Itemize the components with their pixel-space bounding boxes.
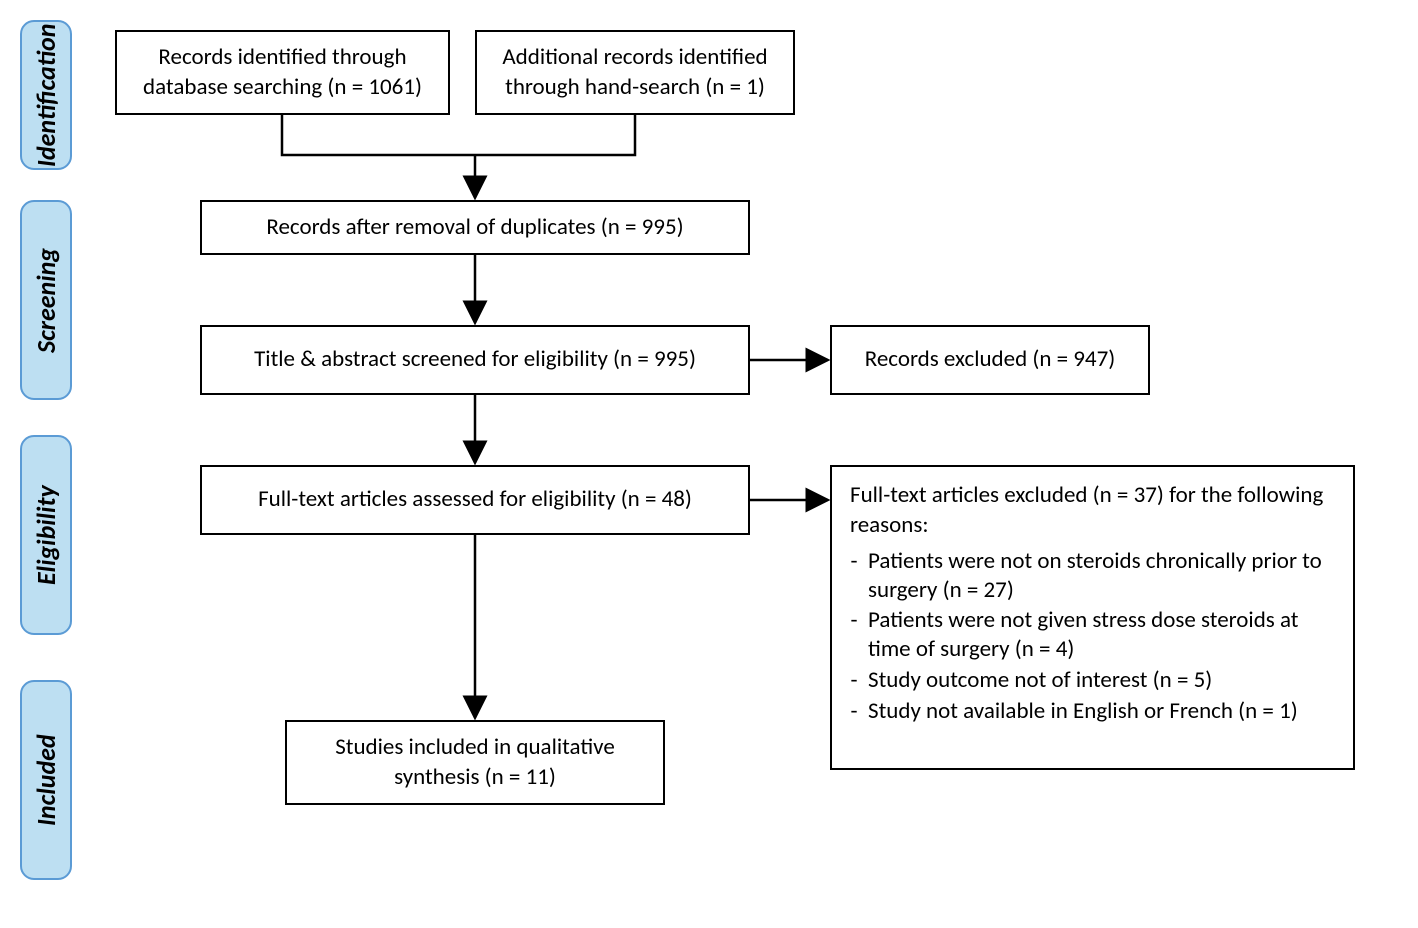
arrow xyxy=(282,115,475,155)
box-text: Records excluded (n = 947) xyxy=(865,345,1115,375)
box-text: Full-text articles assessed for eligibil… xyxy=(258,485,692,515)
arrow xyxy=(475,115,635,155)
stage-label-text: Included xyxy=(30,734,62,826)
stage-label-text: Eligibility xyxy=(30,485,62,585)
box-fulltext-excluded: Full-text articles excluded (n = 37) for… xyxy=(830,465,1355,770)
box-text: Records identified through database sear… xyxy=(131,43,434,103)
box-hand-search: Additional records identified through ha… xyxy=(475,30,795,115)
box-db-search: Records identified through database sear… xyxy=(115,30,450,115)
box-text: Studies included in qualitative synthesi… xyxy=(301,733,649,793)
box-text: Records after removal of duplicates (n =… xyxy=(266,213,683,243)
stage-screening: Screening xyxy=(20,200,72,400)
prisma-flowchart: Identification Screening Eligibility Inc… xyxy=(20,20,1398,908)
box-fulltext-assessed: Full-text articles assessed for eligibil… xyxy=(200,465,750,535)
exclusion-reason: Study outcome not of interest (n = 5) xyxy=(868,666,1335,695)
box-records-excluded: Records excluded (n = 947) xyxy=(830,325,1150,395)
stage-included: Included xyxy=(20,680,72,880)
box-included-studies: Studies included in qualitative synthesi… xyxy=(285,720,665,805)
box-text: Title & abstract screened for eligibilit… xyxy=(254,345,696,375)
box-after-dedup: Records after removal of duplicates (n =… xyxy=(200,200,750,255)
box-title-abstract: Title & abstract screened for eligibilit… xyxy=(200,325,750,395)
box-header: Full-text articles excluded (n = 37) for… xyxy=(850,481,1335,541)
exclusion-reason: Patients were not given stress dose ster… xyxy=(868,606,1335,664)
box-text: Additional records identified through ha… xyxy=(491,43,779,103)
exclusion-reason: Study not available in English or French… xyxy=(868,697,1335,726)
exclusion-reasons-list: Patients were not on steroids chronicall… xyxy=(850,547,1335,728)
stage-label-text: Screening xyxy=(30,247,62,352)
exclusion-reason: Patients were not on steroids chronicall… xyxy=(868,547,1335,605)
stage-eligibility: Eligibility xyxy=(20,435,72,635)
stage-identification: Identification xyxy=(20,20,72,170)
stage-label-text: Identification xyxy=(30,23,62,166)
flow-arrows xyxy=(20,20,1398,908)
